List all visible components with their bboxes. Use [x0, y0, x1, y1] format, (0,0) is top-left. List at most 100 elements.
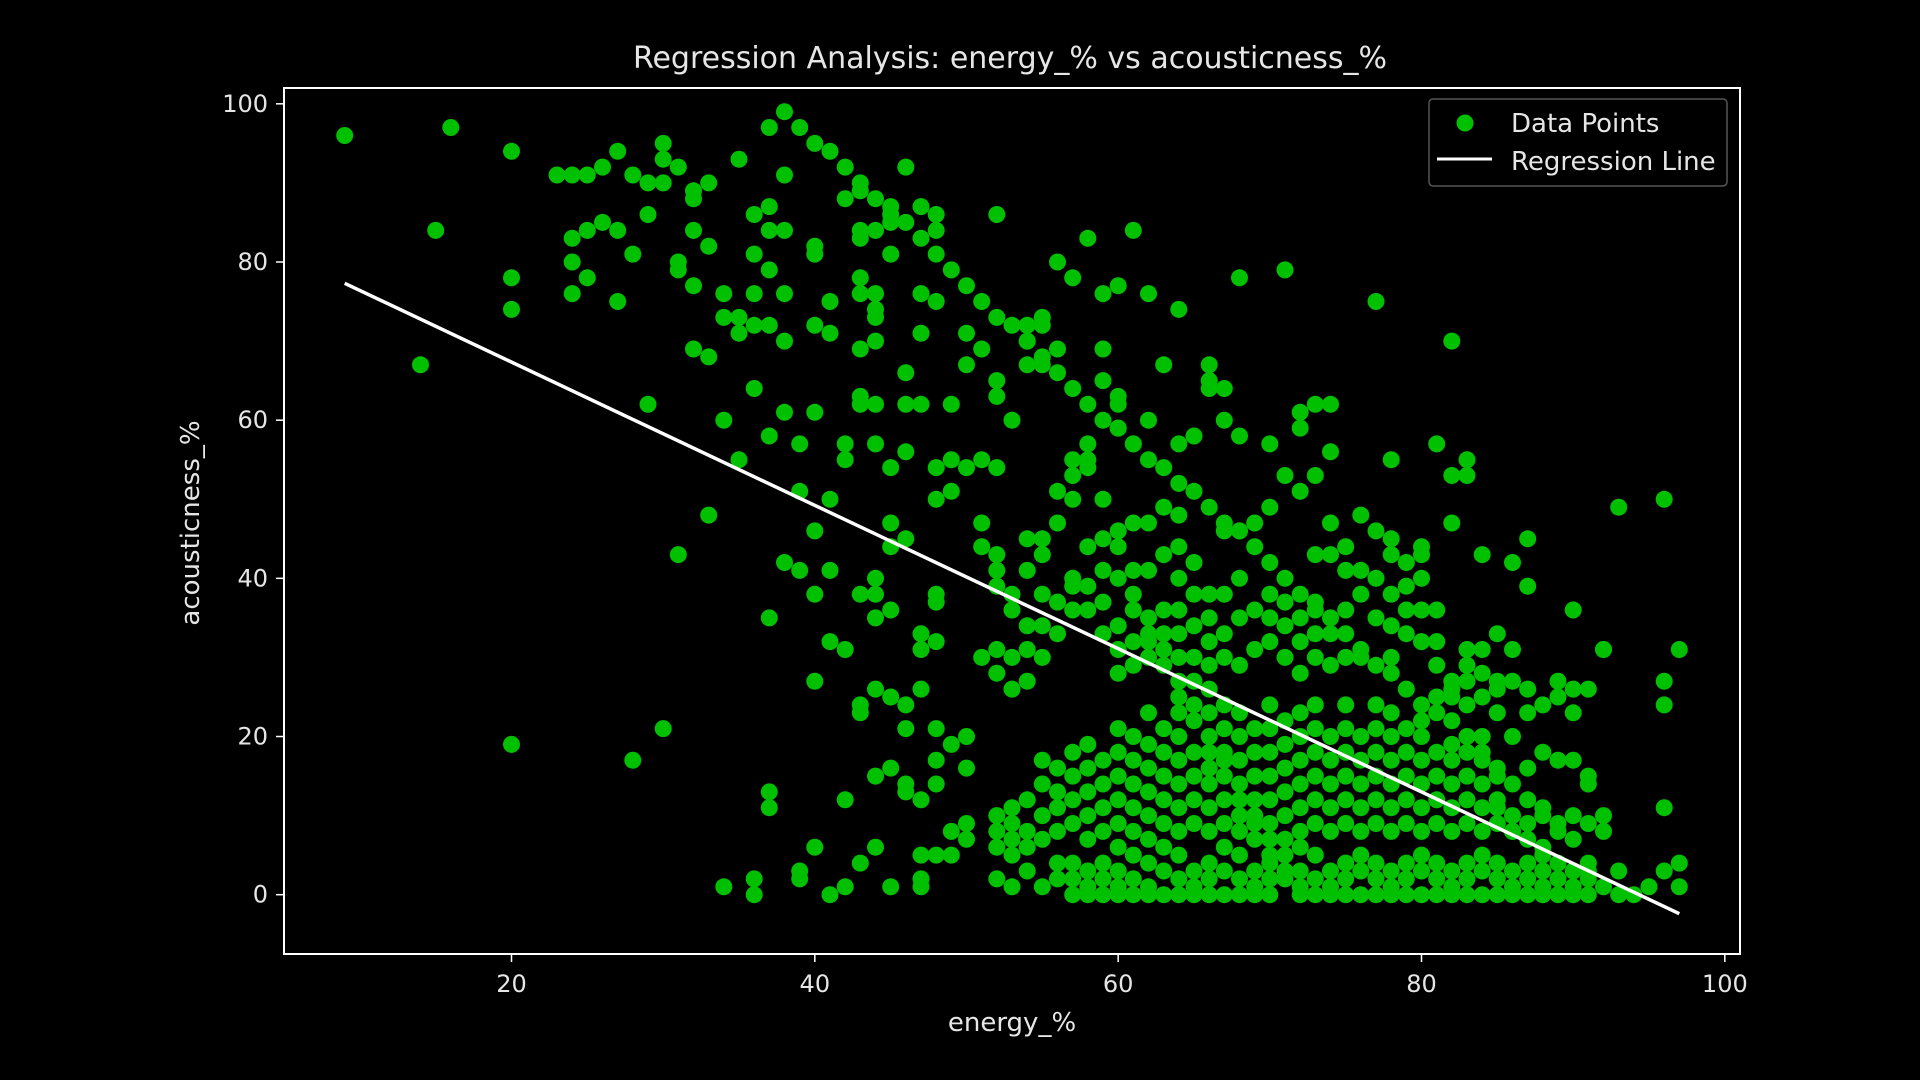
data-point [1261, 886, 1279, 904]
data-point [776, 403, 793, 421]
data-point [1185, 815, 1203, 832]
data-point [776, 332, 793, 350]
data-point [1458, 728, 1476, 745]
data-point [836, 791, 854, 809]
data-point [806, 237, 824, 255]
data-point [1185, 878, 1203, 896]
data-point [1064, 490, 1082, 508]
data-point [1413, 728, 1430, 745]
data-point [1443, 862, 1461, 880]
data-point [912, 229, 930, 247]
data-point [1094, 285, 1112, 303]
data-point [1079, 229, 1097, 247]
data-point [1473, 688, 1491, 706]
data-point [1367, 815, 1385, 832]
data-point [1185, 427, 1203, 445]
data-point [1094, 775, 1112, 793]
data-point [1519, 870, 1537, 888]
data-point [1200, 759, 1218, 777]
data-point [1246, 862, 1264, 880]
data-point [1519, 815, 1537, 832]
data-point [745, 870, 763, 888]
data-point [1428, 886, 1446, 904]
data-point [1322, 443, 1339, 461]
data-point [1140, 411, 1157, 429]
data-point [1519, 680, 1537, 698]
data-point [1428, 688, 1446, 706]
data-point [1049, 625, 1066, 643]
data-point [1170, 728, 1188, 745]
data-point [1231, 427, 1248, 445]
data-point [1382, 704, 1400, 722]
data-point [882, 198, 900, 216]
data-point [1003, 316, 1021, 334]
data-point [867, 308, 884, 326]
data-point [1003, 799, 1021, 817]
data-point [654, 174, 672, 192]
data-point [927, 751, 945, 769]
y-tick-label: 0 [253, 881, 268, 909]
data-point [1094, 411, 1112, 429]
data-point [760, 119, 778, 136]
data-point [1200, 775, 1218, 793]
data-point [1170, 506, 1188, 524]
data-point [942, 451, 960, 469]
data-point [1428, 743, 1446, 761]
data-point [1140, 830, 1157, 848]
data-point [988, 308, 1006, 326]
data-point [1413, 601, 1430, 619]
data-point [730, 308, 748, 326]
data-point [867, 435, 884, 453]
data-point [1124, 585, 1142, 603]
data-point [1049, 253, 1066, 271]
data-point [1003, 648, 1021, 666]
data-point [927, 720, 945, 738]
data-point [1246, 601, 1264, 619]
data-point [912, 641, 930, 658]
data-point [1352, 846, 1370, 864]
data-point [503, 300, 520, 318]
data-point [1124, 870, 1142, 888]
data-point [927, 633, 945, 651]
data-point [1215, 411, 1233, 429]
data-point [1170, 886, 1188, 904]
data-point [685, 182, 702, 200]
data-point [1519, 854, 1537, 872]
data-point [1185, 648, 1203, 666]
data-point [1033, 807, 1051, 825]
data-point [1534, 878, 1552, 896]
data-point [1458, 815, 1476, 832]
data-point [594, 158, 611, 176]
data-point [442, 119, 460, 136]
data-point [1549, 688, 1567, 706]
data-point [1549, 822, 1567, 840]
data-point [1397, 601, 1415, 619]
data-point [624, 751, 642, 769]
data-point [1079, 735, 1097, 753]
data-point [1246, 514, 1264, 532]
data-point [1322, 775, 1339, 793]
data-point [1170, 625, 1188, 643]
data-point [912, 324, 930, 342]
data-point [1306, 886, 1324, 904]
data-point [1064, 569, 1082, 587]
data-point [1246, 743, 1264, 761]
data-point [882, 878, 900, 896]
data-point [867, 838, 884, 856]
data-point [1140, 609, 1157, 627]
data-point [912, 198, 930, 216]
data-point [503, 142, 520, 160]
data-point [1215, 767, 1233, 785]
data-point [563, 166, 581, 184]
legend-marker-data-points [1456, 114, 1474, 132]
data-point [1094, 751, 1112, 769]
data-point [1276, 617, 1294, 635]
data-point [1155, 720, 1173, 738]
data-point [1094, 886, 1112, 904]
data-point [806, 672, 824, 690]
data-point [1124, 561, 1142, 579]
data-point [973, 648, 991, 666]
data-point [1382, 585, 1400, 603]
data-point [1200, 656, 1218, 674]
data-point [1458, 696, 1476, 714]
